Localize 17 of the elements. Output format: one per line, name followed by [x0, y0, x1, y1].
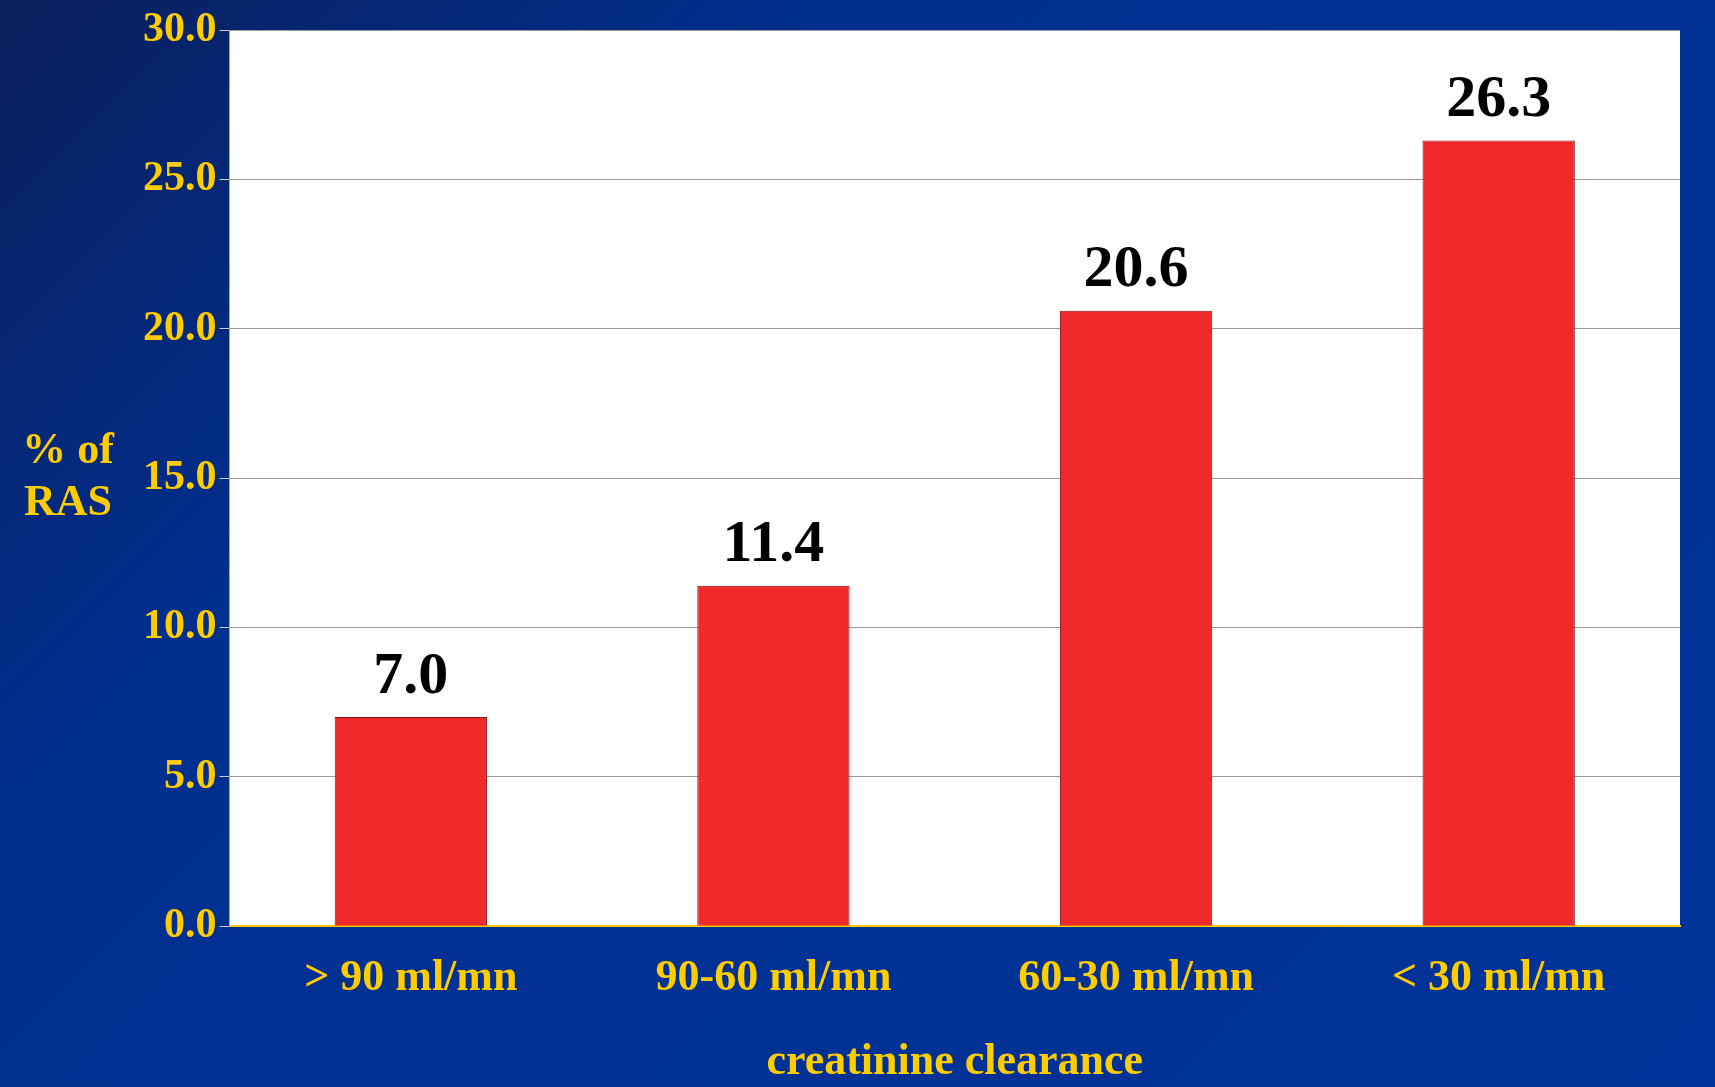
- data-label: 26.3: [1446, 63, 1552, 130]
- y-axis-title: % of RAS: [22, 424, 116, 526]
- y-tick-label: 25.0: [143, 153, 217, 200]
- x-tick-label: > 90 ml/mn: [304, 950, 518, 1000]
- x-axis-title: creatinine clearance: [766, 1035, 1144, 1085]
- data-label: 20.6: [1083, 233, 1189, 300]
- x-tick-label: < 30 ml/mn: [1392, 950, 1606, 1000]
- y-tick-label: 20.0: [143, 302, 217, 349]
- y-tick-label: 5.0: [164, 750, 217, 797]
- data-label: 7.0: [373, 639, 449, 706]
- y-tick-label: 10.0: [143, 601, 217, 648]
- y-tick-label: 15.0: [143, 451, 217, 498]
- data-label: 11.4: [722, 508, 825, 575]
- y-tick-label: 0.0: [164, 900, 217, 947]
- y-tick-label: 30.0: [143, 3, 217, 50]
- x-tick-label: 90-60 ml/mn: [655, 950, 892, 1000]
- x-tick-label: 60-30 ml/mn: [1018, 950, 1255, 1000]
